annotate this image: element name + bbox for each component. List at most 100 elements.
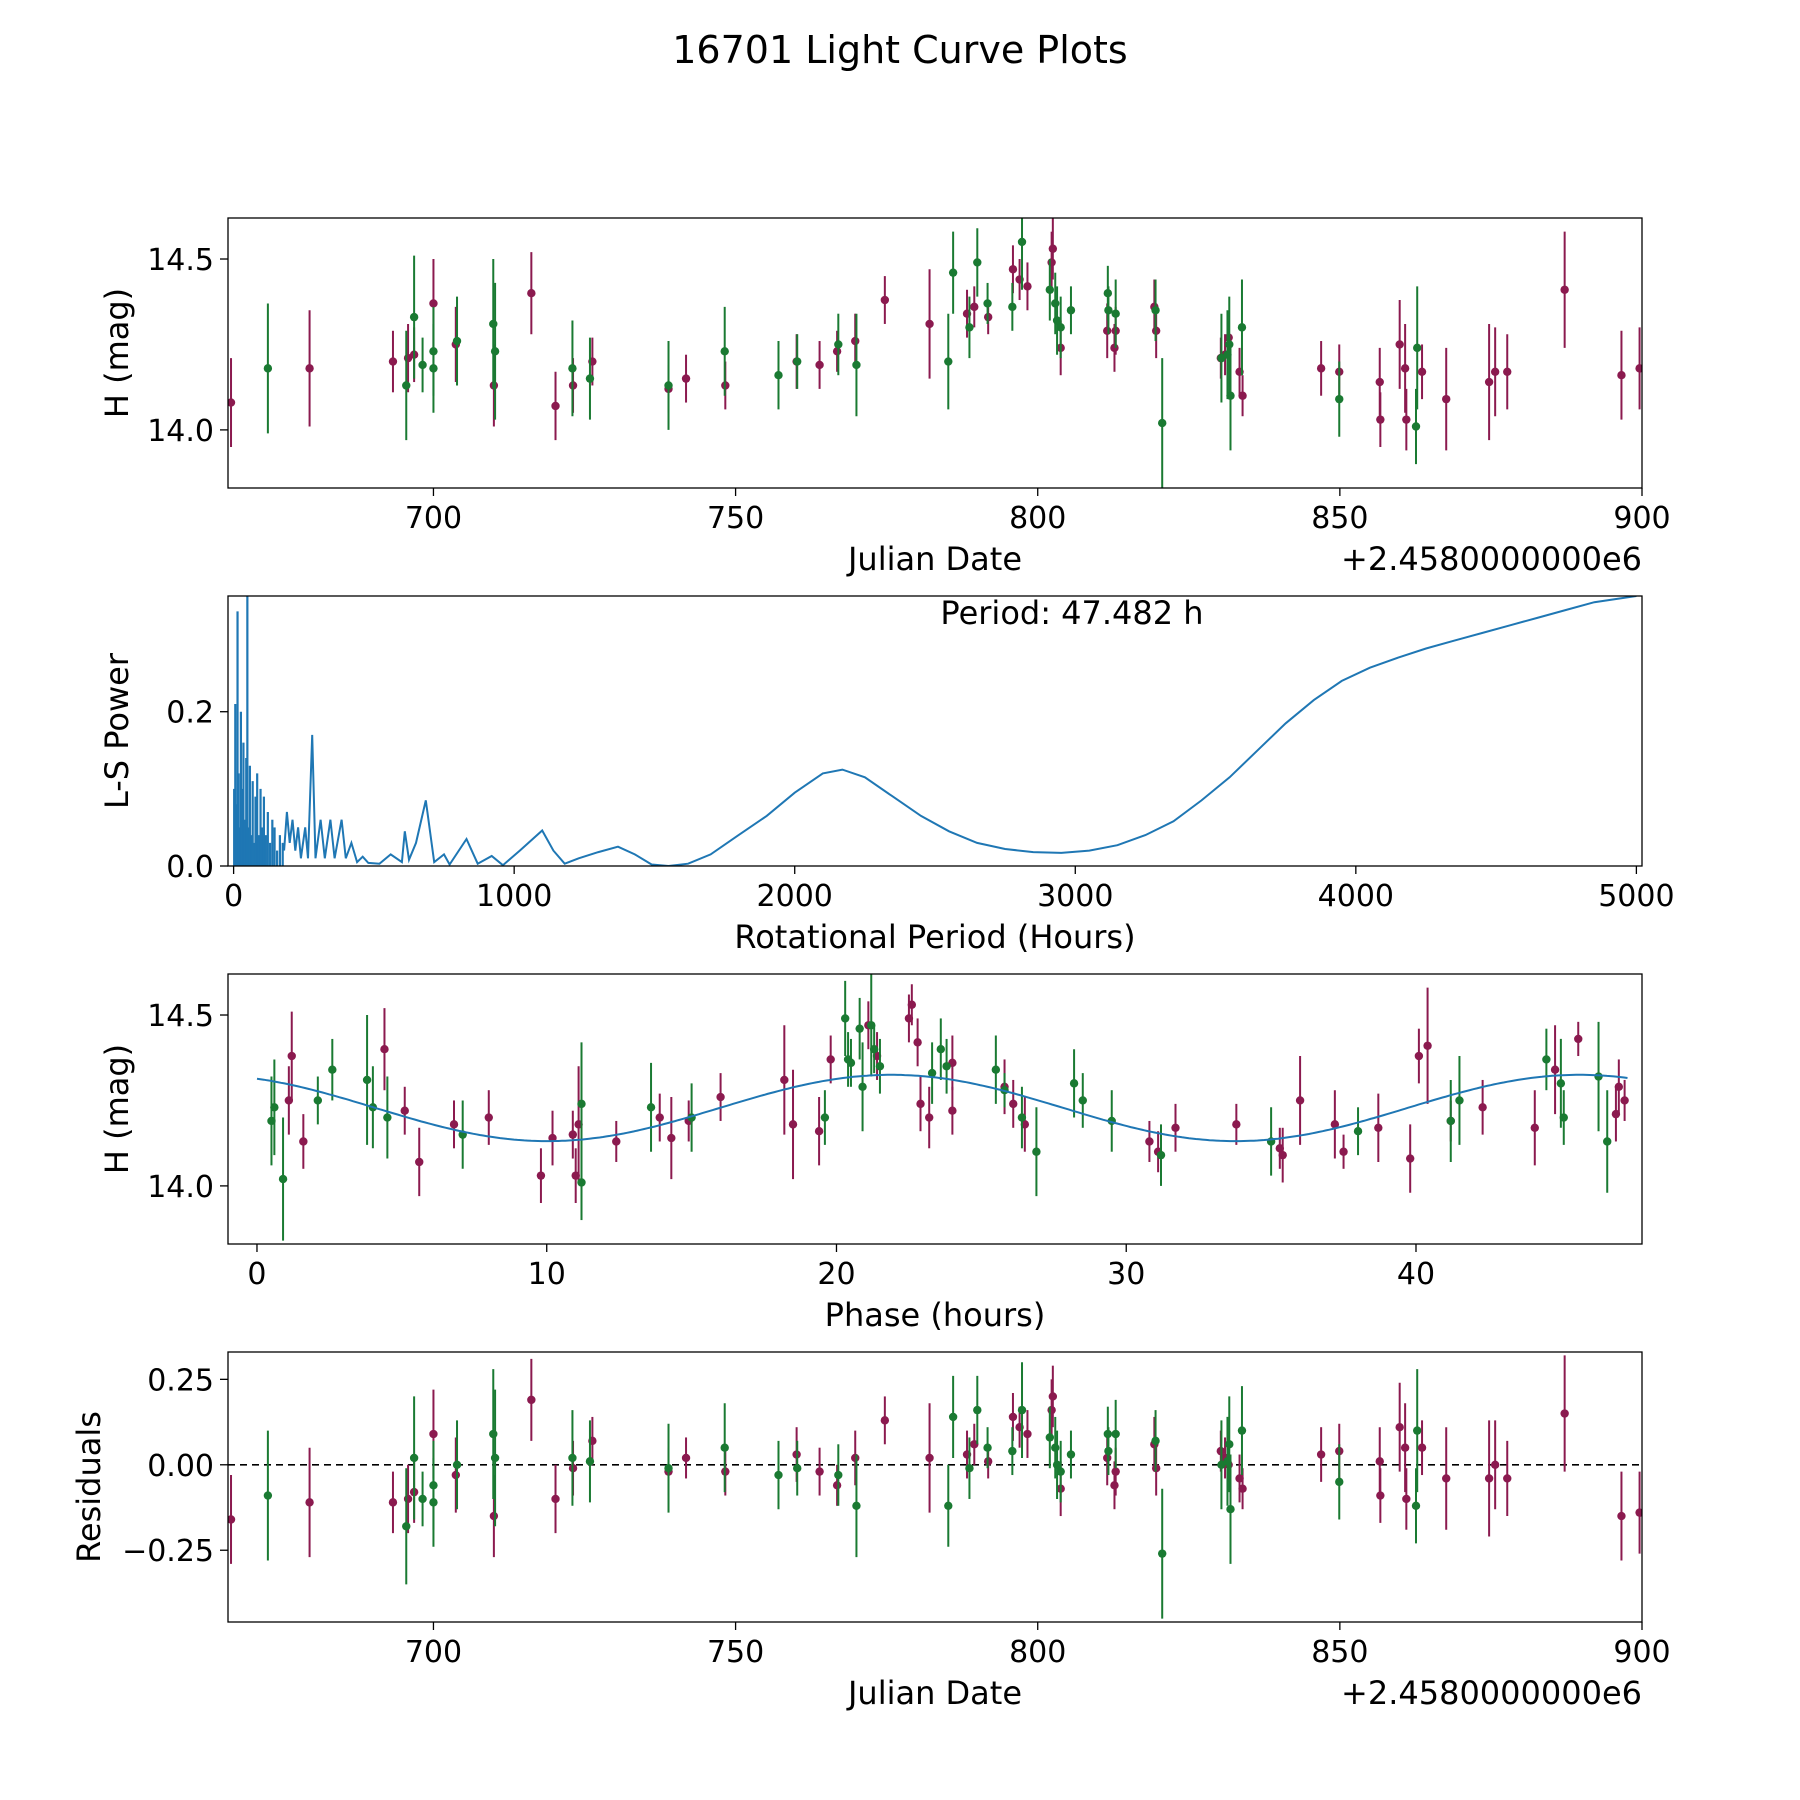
data-point [1560,1409,1569,1418]
y-tick-label: 14.5 [147,999,214,1034]
series-green [267,974,1612,1241]
data-point [577,1178,586,1187]
plot-area [233,596,1637,866]
dense-peaks [233,596,284,866]
y-tick-label: −0.25 [122,1534,214,1569]
data-point [263,364,273,373]
data-point [1417,367,1427,376]
data-point [388,357,398,366]
x-offset-label: +2.4580000000e6 [1341,1674,1642,1712]
data-point [1603,1137,1612,1146]
data-point [1145,1137,1154,1146]
x-tick-label: 2000 [757,879,833,914]
x-axis-label: Phase (hours) [825,1296,1046,1334]
data-point [1405,1154,1415,1163]
data-point [585,374,595,383]
data-point [936,1044,945,1054]
data-point [1442,394,1451,404]
data-point [551,401,560,411]
periodogram-line [283,596,1637,866]
data-point [1503,367,1512,376]
data-point [880,295,890,305]
data-point [1048,244,1058,253]
data-point [380,1044,389,1054]
data-point [852,1501,861,1510]
data-point [1023,1429,1032,1439]
data-point [1017,1405,1027,1415]
data-point [1550,1065,1560,1074]
data-point [720,1443,729,1452]
data-point [875,1062,885,1071]
data-point [568,1453,577,1463]
data-point [1335,1477,1344,1487]
data-point [1008,1412,1018,1422]
data-point [1158,1549,1167,1558]
data-point [228,398,236,407]
data-point [451,1470,461,1480]
y-tick-label: 0.25 [147,1363,214,1398]
data-point [1442,1474,1451,1483]
y-tick-label: 0.00 [147,1449,214,1484]
data-point [1278,1150,1287,1160]
data-point [1395,340,1404,349]
data-point [925,1113,934,1122]
light-curve-panel: 700 750 800 850 900 14.0 14.5 Julian Date H (mag… [98,217,1671,578]
data-point [1009,1099,1018,1109]
data-point [1478,1103,1487,1112]
x-tick-label: 750 [707,501,764,536]
x-tick-label: 0 [247,1257,266,1292]
data-point [846,1058,856,1068]
data-point [851,1453,860,1463]
data-point [1017,1113,1027,1122]
data-point [1617,371,1626,380]
data-point [1617,1511,1626,1521]
data-point [452,336,462,346]
x-tick-label: 5000 [1598,879,1674,914]
data-point [1376,415,1385,424]
data-point [1023,282,1032,291]
x-tick-label: 30 [1107,1257,1145,1292]
data-point [484,1113,493,1122]
data-point [1237,323,1247,332]
x-axis-label: Julian Date [846,540,1022,578]
data-point [1045,285,1055,294]
data-point [1414,1051,1424,1061]
data-point [965,1464,974,1473]
data-point [716,1092,725,1102]
data-point [452,1460,462,1469]
data-point [1111,1429,1120,1439]
data-point [536,1171,546,1180]
data-point [1078,1096,1087,1105]
data-point [1056,1467,1065,1476]
y-tick-label: 14.0 [147,414,214,449]
data-point [551,1494,560,1504]
data-point [855,1024,864,1033]
data-point [1490,367,1500,376]
data-point [1374,1123,1383,1132]
data-point [577,1099,586,1109]
data-point [1413,343,1422,353]
x-tick-label: 4000 [1318,879,1394,914]
data-point [948,268,958,277]
data-point [869,1044,879,1054]
data-point [400,1106,409,1115]
data-point [1400,364,1410,373]
data-point [429,1429,438,1439]
data-point [1400,1443,1410,1452]
x-tick-label: 10 [528,1257,566,1292]
data-point [270,1103,279,1112]
data-point [1237,1426,1247,1435]
data-point [1032,1147,1041,1156]
data-point [287,1051,296,1061]
data-point [1484,1474,1494,1483]
data-point [313,1096,323,1105]
data-point [1048,1392,1058,1401]
data-point [1402,415,1411,424]
data-point [880,1416,890,1425]
data-point [568,1130,578,1139]
data-point [1051,299,1060,308]
data-point [820,1113,830,1122]
data-point [362,1075,372,1085]
data-point [1375,1457,1384,1466]
data-point [973,258,982,267]
